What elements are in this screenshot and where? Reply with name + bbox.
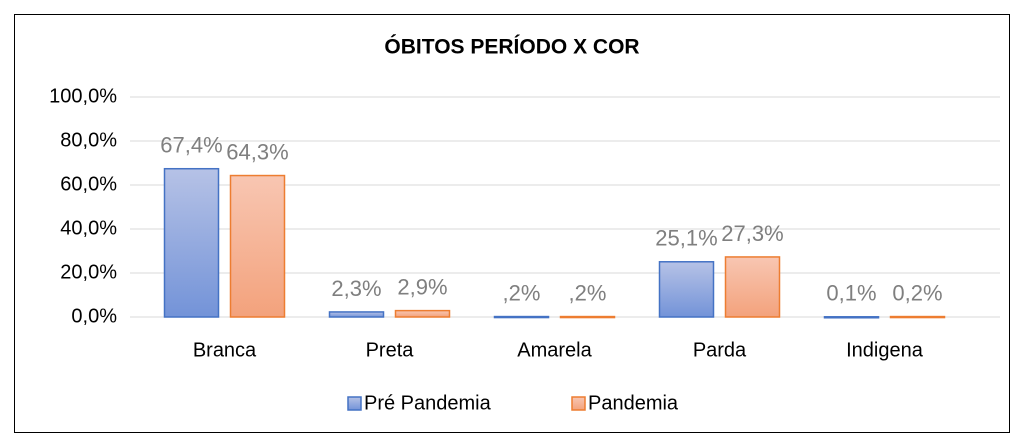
legend-label: Pandemia — [588, 392, 679, 414]
bar — [889, 315, 946, 319]
data-label: 27,3% — [721, 221, 783, 246]
data-label: 2,3% — [331, 276, 381, 301]
data-label: ,2% — [569, 280, 607, 305]
legend-label: Pré Pandemia — [364, 392, 492, 414]
data-label: 0,1% — [826, 281, 876, 306]
bar — [559, 315, 616, 319]
data-label: 25,1% — [655, 226, 717, 251]
bar — [823, 316, 880, 319]
y-tick-label: 20,0% — [60, 261, 117, 283]
bar — [658, 261, 715, 318]
data-label: 67,4% — [160, 133, 222, 158]
bar — [229, 174, 286, 318]
y-tick-label: 80,0% — [60, 129, 117, 151]
x-tick-label: Preta — [366, 339, 415, 361]
y-tick-label: 40,0% — [60, 217, 117, 239]
data-label: ,2% — [503, 280, 541, 305]
legend-swatch — [347, 396, 362, 411]
y-tick-label: 60,0% — [60, 173, 117, 195]
x-tick-label: Branca — [193, 339, 257, 361]
bar — [724, 256, 781, 318]
bar — [493, 315, 550, 319]
x-tick-label: Indigena — [846, 339, 924, 361]
bar — [394, 309, 451, 318]
chart-title: ÓBITOS PERÍODO X COR — [384, 35, 639, 59]
data-label: 2,9% — [397, 274, 447, 299]
y-tick-label: 100,0% — [49, 85, 117, 107]
data-label: 64,3% — [226, 139, 288, 164]
legend-swatch — [571, 396, 586, 411]
x-tick-label: Amarela — [517, 339, 592, 361]
data-label: 0,2% — [892, 280, 942, 305]
x-tick-label: Parda — [693, 339, 747, 361]
bar — [328, 311, 385, 318]
y-tick-label: 0,0% — [71, 305, 117, 327]
bar — [163, 167, 220, 318]
